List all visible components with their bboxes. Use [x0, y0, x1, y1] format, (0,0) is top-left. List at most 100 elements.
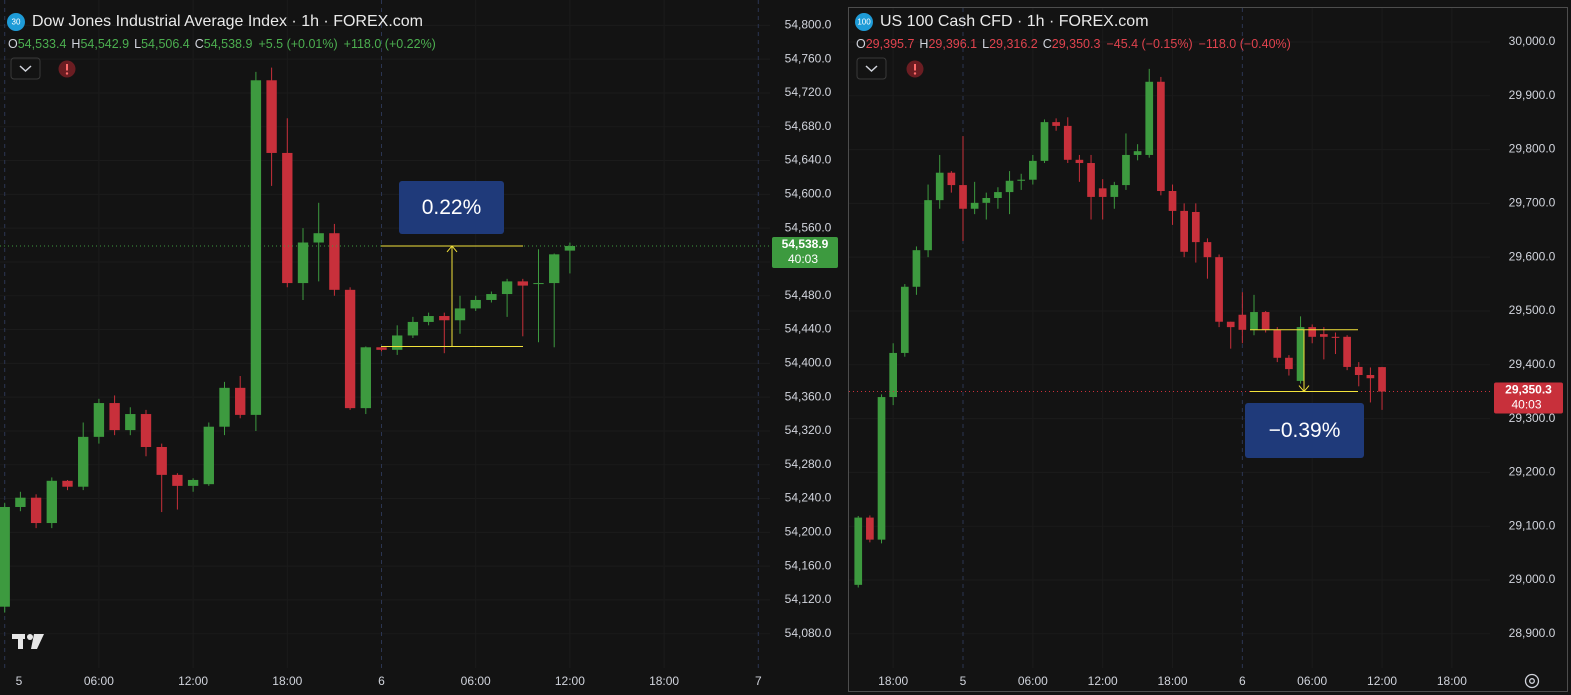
y-tick-label: 54,360.0 [785, 389, 832, 403]
candle-body [250, 80, 262, 415]
candle-body [172, 474, 183, 486]
y-tick-label: 54,080.0 [785, 626, 832, 640]
candle-body [1040, 122, 1049, 161]
x-tick-label: 6 [378, 674, 385, 688]
candle-body [1343, 336, 1351, 367]
candle-body [1378, 367, 1386, 392]
candle-body [1063, 125, 1072, 160]
candle-body [282, 152, 293, 284]
candle-body [924, 200, 932, 251]
candle-body [1052, 122, 1060, 126]
alert-icon[interactable] [58, 60, 76, 78]
y-tick-label: 54,800.0 [785, 18, 832, 32]
candle-body [125, 414, 136, 431]
candle-body [1191, 211, 1200, 243]
collapse-button[interactable] [856, 57, 887, 80]
price-tag-label: 29,350.3 [1505, 383, 1552, 397]
y-tick-label: 54,200.0 [785, 525, 832, 539]
ohlc-value: 29,316.2 [989, 37, 1038, 51]
ohlc-key: H [71, 37, 80, 51]
candle-body [1157, 81, 1165, 191]
left-plot: 0.22% [0, 0, 770, 668]
ohlc-key: O [856, 37, 866, 51]
measure-box [399, 181, 504, 234]
x-tick-label: 7 [755, 674, 762, 688]
y-tick-label: 54,480.0 [785, 288, 832, 302]
y-tick-label: 54,280.0 [785, 457, 832, 471]
brand-logo[interactable] [12, 634, 44, 649]
candle-body [1203, 242, 1212, 258]
chart-title: US 100 Cash CFD · 1h · FOREX.com [880, 13, 1149, 30]
symbol-badge [855, 13, 873, 31]
candle-body [1366, 375, 1375, 379]
x-tick-label: 12:00 [178, 674, 208, 688]
candle-body [266, 80, 277, 153]
measure-label: −0.39% [1269, 419, 1341, 442]
y-tick-label: 29,300.0 [1509, 411, 1556, 425]
x-tick-label: 18:00 [649, 674, 679, 688]
settings-button[interactable] [1524, 673, 1540, 689]
candle-body [235, 387, 246, 415]
ohlc-value: 54,542.9 [80, 37, 129, 51]
candle-body [344, 289, 356, 409]
candle-body [889, 352, 898, 398]
y-tick-label: 54,240.0 [785, 491, 832, 505]
y-tick-label: 54,320.0 [785, 423, 832, 437]
y-tick-label: 54,120.0 [785, 592, 832, 606]
candle-body [1017, 179, 1026, 181]
candle-body [1133, 151, 1142, 155]
price-tag [772, 236, 838, 268]
x-tick-label: 12:00 [555, 674, 585, 688]
candle-body [454, 308, 466, 321]
candle-body [15, 497, 26, 507]
candle-body [187, 479, 199, 486]
candle-body [1005, 180, 1014, 193]
change-total: −118.0 (−0.40%) [1199, 37, 1291, 51]
ohlc-key: H [919, 37, 928, 51]
candle-body [1296, 327, 1305, 381]
candle-body [109, 403, 120, 431]
ohlc-value: 54,506.4 [141, 37, 190, 51]
y-tick-label: 54,600.0 [785, 187, 832, 201]
ohlc-key: C [195, 37, 204, 51]
x-tick-label: 06:00 [1297, 674, 1327, 688]
candle-body [1075, 159, 1084, 164]
candle-body [564, 245, 576, 251]
candle-body [156, 446, 167, 475]
candle-body [0, 506, 10, 607]
candle-body [1028, 160, 1037, 180]
candle-body [46, 480, 57, 524]
candle-body [900, 286, 909, 353]
candle-body [517, 281, 528, 286]
alert-icon[interactable] [906, 60, 924, 78]
candle-body [1145, 81, 1154, 155]
candle-body [376, 347, 387, 350]
y-tick-label: 29,900.0 [1509, 88, 1556, 102]
price-tag-countdown: 40:03 [1512, 398, 1542, 412]
candle-body [1215, 257, 1223, 322]
y-tick-label: 54,760.0 [785, 51, 832, 65]
y-tick-label: 29,200.0 [1509, 465, 1556, 479]
candle-body [1098, 188, 1107, 197]
symbol-badge-text: 100 [857, 18, 871, 27]
candle-body [423, 316, 434, 322]
candle-body [549, 254, 560, 284]
y-tick-label: 29,700.0 [1509, 196, 1556, 210]
x-tick-label: 6 [1239, 674, 1246, 688]
candle-body [1354, 366, 1363, 376]
candle-body [1122, 154, 1130, 186]
candle-body [313, 233, 324, 243]
arrow-head [446, 245, 458, 253]
ohlc-value: 29,396.1 [928, 37, 977, 51]
candle-body [1319, 334, 1328, 337]
collapse-button[interactable] [10, 57, 41, 80]
candle-body [1308, 327, 1317, 337]
x-tick-label: 18:00 [1437, 674, 1467, 688]
candle-body [533, 283, 544, 285]
x-tick-label: 06:00 [84, 674, 114, 688]
pane-border [848, 7, 1568, 692]
candle-body [1110, 185, 1119, 197]
ohlc-key: L [134, 37, 141, 51]
y-tick-label: 54,680.0 [785, 119, 832, 133]
candle-body [219, 387, 230, 427]
